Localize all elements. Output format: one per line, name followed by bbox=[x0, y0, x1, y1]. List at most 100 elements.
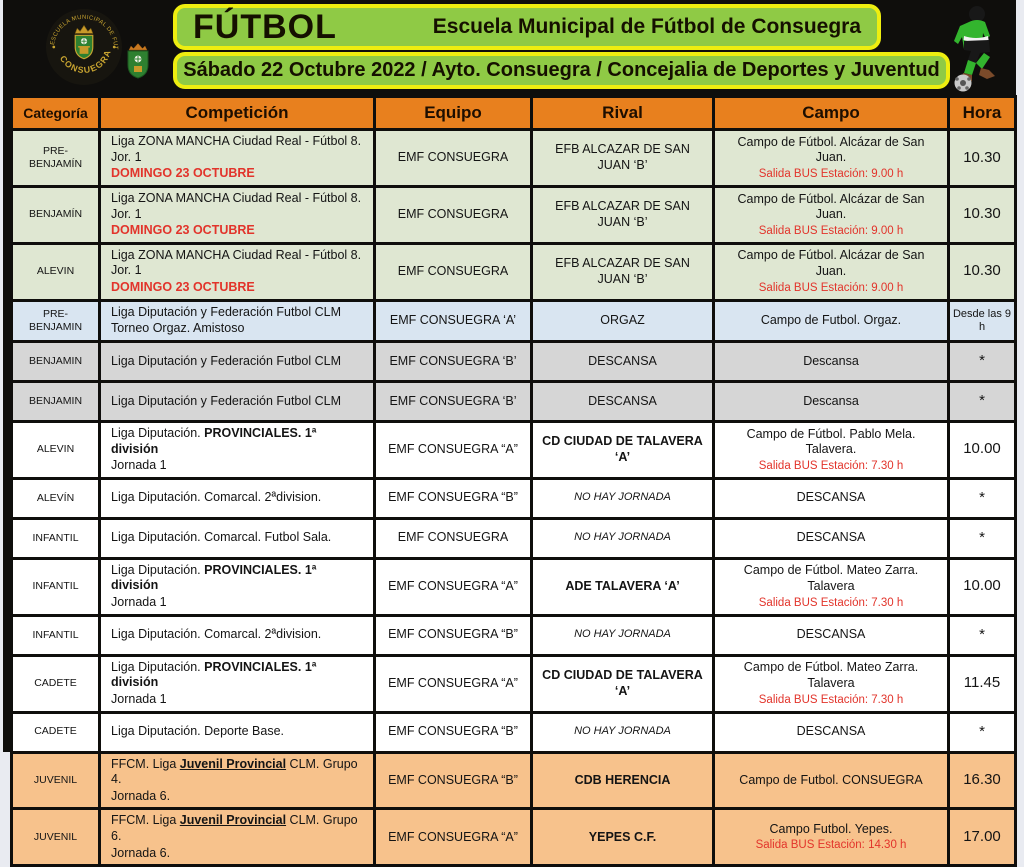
competition-text: Liga Diputación y Federación Futbol CLM bbox=[111, 393, 341, 408]
cell-competicion: Liga Diputación. Deporte Base. bbox=[98, 710, 376, 754]
cell-equipo: EMF CONSUEGRA “A” bbox=[373, 807, 533, 867]
competition-highlight: Juvenil Provincial bbox=[179, 813, 287, 828]
cell-rival: CD CIUDAD DE TALAVERA ‘A’ bbox=[530, 419, 715, 480]
cell-campo: Campo de Fútbol. Mateo Zarra. Talavera Sa… bbox=[712, 653, 950, 714]
footballer-illustration bbox=[933, 4, 1015, 92]
cell-competicion: FFCM. Liga Juvenil Provincial CLM. Grupo… bbox=[98, 750, 376, 811]
campo-name: Campo de Fútbol. Alcázar de San Juan. bbox=[737, 248, 925, 278]
date-line: Sábado 22 Octubre 2022 / Ayto. Consuegra… bbox=[183, 59, 940, 81]
campo-name: Campo Futbol. Yepes. bbox=[769, 821, 893, 836]
title-banner: FÚTBOL Escuela Municipal de Fútbol de Co… bbox=[173, 4, 881, 50]
competition-text: Liga ZONA MANCHA Ciudad Real - Fútbol 8.… bbox=[111, 134, 362, 164]
cell-categoria: PRE-BENJAMÍN bbox=[10, 128, 101, 188]
cell-hora: * bbox=[947, 476, 1017, 520]
table-row: INFANTIL Liga Diputación. PROVINCIALES. 1… bbox=[10, 556, 1017, 617]
cell-equipo: EMF CONSUEGRA “B” bbox=[373, 476, 533, 520]
cell-equipo: EMF CONSUEGRA “A” bbox=[373, 419, 533, 480]
cell-rival: NO HAY JORNADA bbox=[530, 476, 715, 520]
cell-competicion: Liga Diputación. PROVINCIALES. 1ª divisi… bbox=[98, 419, 376, 480]
club-logo-icon: ESCUELA MUNICIPAL DE FUTBOL CONSUEGRA bbox=[43, 4, 123, 86]
cell-competicion: Liga Diputación. PROVINCIALES. 1ª divisi… bbox=[98, 556, 376, 617]
campo-name: Campo de Fútbol. Pablo Mela. Talavera. bbox=[746, 426, 916, 457]
cell-competicion: Liga ZONA MANCHA Ciudad Real - Fútbol 8.… bbox=[98, 184, 376, 245]
cell-competicion: Liga ZONA MANCHA Ciudad Real - Fútbol 8.… bbox=[98, 241, 376, 302]
competition-text: Liga Diputación. Comarcal. 2ªdivision. bbox=[111, 627, 322, 642]
bus-departure-note: Salida BUS Estación: 7.30 h bbox=[758, 596, 904, 609]
competition-text: Liga Diputación. bbox=[111, 425, 205, 440]
table-row: PRE-BENJAMIN Liga Diputación y Federación… bbox=[10, 298, 1017, 343]
cell-competicion: FFCM. Liga Juvenil Provincial CLM. Grupo… bbox=[98, 807, 376, 867]
cell-rival: ADE TALAVERA ‘A’ bbox=[530, 556, 715, 617]
club-logo: ESCUELA MUNICIPAL DE FUTBOL CONSUEGRA bbox=[43, 4, 123, 86]
bus-departure-note: Salida BUS Estación: 9.00 h bbox=[758, 281, 904, 294]
cell-rival: CDB HERENCIA bbox=[530, 750, 715, 811]
schedule-table: Categoría Competición Equipo Rival Campo… bbox=[10, 95, 1017, 867]
bus-departure-note: Salida BUS Estación: 14.30 h bbox=[755, 839, 907, 852]
cell-hora: 17.00 bbox=[947, 807, 1017, 867]
cell-hora: 16.30 bbox=[947, 750, 1017, 811]
cell-campo: Campo de Fútbol. Alcázar de San Juan. Sal… bbox=[712, 241, 950, 302]
cell-competicion: Liga Diputación. Comarcal. Futbol Sala. bbox=[98, 516, 376, 560]
table-row: BENJAMIN Liga Diputación y Federación Fut… bbox=[10, 339, 1017, 383]
footballer-icon bbox=[954, 6, 995, 92]
cell-hora: * bbox=[947, 710, 1017, 754]
cell-competicion: Liga Diputación y Federación Futbol CLM T… bbox=[98, 298, 376, 343]
competition-text: Liga Diputación. Comarcal. Futbol Sala. bbox=[111, 530, 332, 545]
cell-campo: Descansa bbox=[712, 339, 950, 383]
cell-competicion: Liga Diputación y Federación Futbol CLM bbox=[98, 379, 376, 423]
competition-text: Liga ZONA MANCHA Ciudad Real - Fútbol 8.… bbox=[111, 247, 362, 278]
cell-hora: 11.45 bbox=[947, 653, 1017, 714]
competition-text: FFCM. Liga bbox=[111, 756, 180, 771]
cell-categoria: BENJAMIN bbox=[10, 379, 101, 423]
competition-jornada: Torneo Orgaz. Amistoso bbox=[111, 321, 245, 336]
town-crest bbox=[125, 42, 151, 82]
campo-name: DESCANSA bbox=[796, 490, 866, 505]
competition-highlight: Juvenil Provincial bbox=[179, 756, 287, 771]
competition-text: Liga ZONA MANCHA Ciudad Real - Fútbol 8.… bbox=[111, 190, 362, 221]
competition-text: Liga Diputación. bbox=[111, 562, 205, 577]
cell-hora: 10.30 bbox=[947, 128, 1017, 188]
table-row: ALEVIN Liga ZONA MANCHA Ciudad Real - Fút… bbox=[10, 241, 1017, 302]
competition-text: Liga Diputación y Federación Futbol CLM bbox=[111, 304, 341, 319]
cell-campo: Campo de Futbol. Orgaz. bbox=[712, 298, 950, 343]
cell-equipo: EMF CONSUEGRA “B” bbox=[373, 613, 533, 657]
campo-name: Campo de Futbol. Orgaz. bbox=[760, 312, 902, 327]
cell-rival: YEPES C.F. bbox=[530, 807, 715, 867]
poster-slide: ESCUELA MUNICIPAL DE FUTBOL CONSUEGRA FÚ… bbox=[3, 0, 1017, 867]
cell-equipo: EMF CONSUEGRA ‘B’ bbox=[373, 339, 533, 383]
col-header-campo: Campo bbox=[712, 95, 950, 131]
table-row: BENJAMIN Liga Diputación y Federación Fut… bbox=[10, 379, 1017, 423]
campo-name: DESCANSA bbox=[796, 724, 866, 739]
cell-campo: DESCANSA bbox=[712, 516, 950, 560]
header-row: Categoría Competición Equipo Rival Campo… bbox=[10, 95, 1017, 131]
cell-hora: Desde las 9 h bbox=[947, 298, 1017, 343]
cell-equipo: EMF CONSUEGRA ‘B’ bbox=[373, 379, 533, 423]
cell-campo: Campo de Fútbol. Alcázar de San Juan. Sal… bbox=[712, 184, 950, 245]
table-row: INFANTIL Liga Diputación. Comarcal. Futbo… bbox=[10, 516, 1017, 560]
table-row: ALEVÍN Liga Diputación. Comarcal. 2ªdivis… bbox=[10, 476, 1017, 520]
bus-departure-note: Salida BUS Estación: 9.00 h bbox=[758, 224, 904, 237]
cell-campo: DESCANSA bbox=[712, 476, 950, 520]
table-row: INFANTIL Liga Diputación. Comarcal. 2ªdiv… bbox=[10, 613, 1017, 657]
cell-hora: 10.00 bbox=[947, 556, 1017, 617]
cell-categoria: PRE-BENJAMIN bbox=[10, 298, 101, 343]
cell-categoria: INFANTIL bbox=[10, 556, 101, 617]
competition-highlight: PROVINCIALES. 1ª división bbox=[111, 562, 317, 593]
cell-equipo: EMF CONSUEGRA “A” bbox=[373, 556, 533, 617]
cell-equipo: EMF CONSUEGRA bbox=[373, 128, 533, 188]
cell-campo: Campo de Futbol. CONSUEGRA bbox=[712, 750, 950, 811]
cell-hora: * bbox=[947, 516, 1017, 560]
cell-categoria: BENJAMÍN bbox=[10, 184, 101, 245]
col-header-rival: Rival bbox=[530, 95, 715, 131]
cell-campo: Descansa bbox=[712, 379, 950, 423]
campo-name: Campo de Futbol. CONSUEGRA bbox=[739, 772, 923, 787]
campo-name: Campo de Fútbol. Alcázar de San Juan. bbox=[737, 134, 925, 165]
cell-equipo: EMF CONSUEGRA “B” bbox=[373, 750, 533, 811]
cell-equipo: EMF CONSUEGRA bbox=[373, 184, 533, 245]
cell-categoria: CADETE bbox=[10, 653, 101, 714]
cell-equipo: EMF CONSUEGRA bbox=[373, 516, 533, 560]
cell-competicion: Liga ZONA MANCHA Ciudad Real - Fútbol 8.… bbox=[98, 128, 376, 188]
cell-categoria: INFANTIL bbox=[10, 516, 101, 560]
cell-equipo: EMF CONSUEGRA “A” bbox=[373, 653, 533, 714]
competition-date-note: DOMINGO 23 OCTUBRE bbox=[111, 223, 255, 238]
